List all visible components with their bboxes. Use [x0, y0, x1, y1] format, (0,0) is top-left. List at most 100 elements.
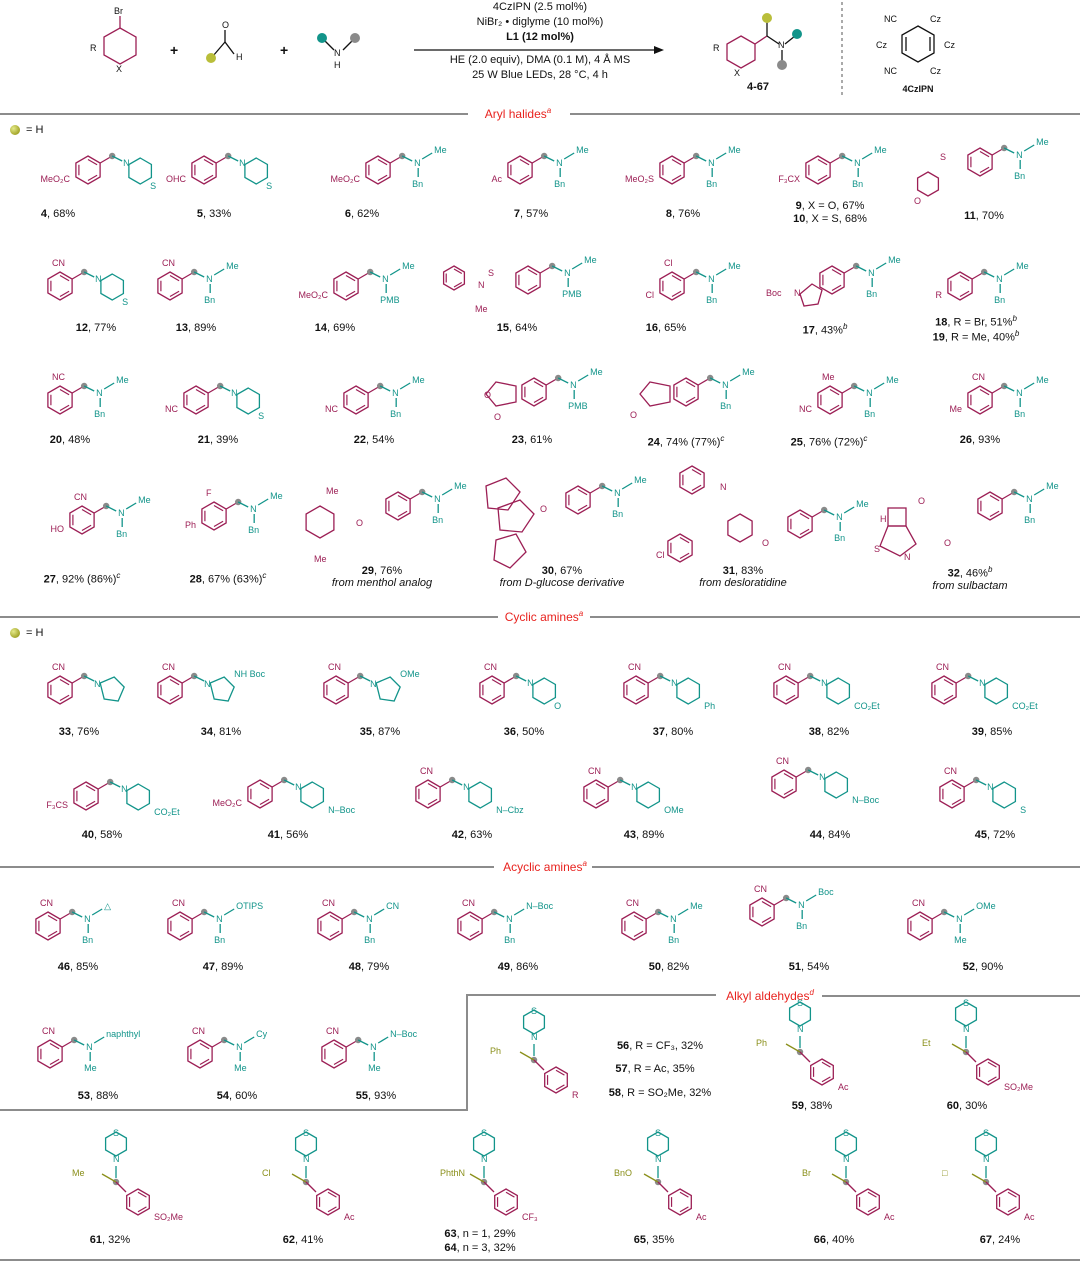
svg-text:Me: Me: [742, 367, 755, 377]
svg-text:N: N: [414, 158, 421, 168]
structure-5: OHC N S: [166, 152, 272, 191]
svg-text:CN: CN: [52, 662, 65, 672]
structure-41: MeO₂C N N–Boc: [213, 776, 356, 815]
svg-text:Me: Me: [454, 481, 467, 491]
compound-label-22: 22, 54%: [353, 434, 395, 446]
compound-label-58: 58, R = SO₂Me, 32%: [608, 1087, 712, 1099]
structure-45: CN N S: [939, 766, 1026, 815]
n-atom: N: [334, 48, 341, 58]
amine-ball-icon: [317, 33, 327, 43]
section-title: Aryl halides: [484, 107, 547, 121]
svg-text:N: N: [204, 679, 211, 689]
svg-text:N: N: [836, 512, 843, 522]
svg-text:Bn: Bn: [720, 401, 731, 411]
svg-text:Bn: Bn: [214, 935, 225, 945]
structure-7: Ac N Me Bn: [491, 145, 588, 189]
svg-text:CN: CN: [420, 766, 433, 776]
condition-photocatalyst: 4CzIPN (2.5 mol%): [492, 1, 588, 13]
svg-text:SO₂Me: SO₂Me: [1004, 1082, 1033, 1092]
svg-text:HO: HO: [51, 524, 65, 534]
svg-text:Cl: Cl: [664, 258, 673, 268]
svg-text:Me: Me: [590, 367, 603, 377]
glucose-rings: O: [485, 477, 547, 569]
structure-12: CN N S: [47, 258, 128, 307]
svg-text:Me: Me: [116, 375, 129, 385]
structure-66: S N Br Ac: [802, 1128, 895, 1222]
svg-text:N: N: [382, 274, 389, 284]
svg-text:Me: Me: [402, 261, 415, 271]
structure-56: S N Ph R: [490, 1006, 579, 1100]
svg-text:NC: NC: [165, 404, 178, 414]
svg-text:N: N: [722, 380, 729, 390]
structure-13: CN N Me Bn: [157, 258, 239, 305]
svg-text:N: N: [720, 482, 727, 492]
phthalide-ring: OO: [484, 381, 517, 422]
product-label: 4-67: [747, 81, 769, 93]
svg-text:N: N: [1026, 494, 1033, 504]
svg-text:N: N: [671, 678, 678, 688]
svg-text:Me: Me: [888, 255, 901, 265]
svg-text:O: O: [918, 496, 925, 506]
svg-text:Bn: Bn: [864, 409, 875, 419]
structure-8: MeO₂S N Me Bn: [625, 145, 741, 189]
section-title: Alkyl aldehydes: [726, 989, 810, 1003]
compound-label-56: 56, R = CF₃, 32%: [616, 1040, 704, 1052]
svg-text:O: O: [484, 390, 491, 400]
svg-text:N: N: [531, 1032, 538, 1042]
structure-14: MeO₂C N Me PMB: [299, 261, 415, 305]
compound-label-40: 40, 58%: [81, 829, 123, 841]
svg-text:Ac: Ac: [884, 1212, 895, 1222]
structure-44: CN N N–Boc: [771, 756, 880, 805]
desloratadine-core: N Cl O: [656, 465, 769, 563]
svg-text:CN: CN: [386, 901, 399, 911]
compound-label-24: 24, 74% (77%)c: [647, 434, 725, 449]
svg-text:Bn: Bn: [668, 935, 679, 945]
compound-label-10: 10, X = S, 68%: [793, 213, 867, 225]
svg-text:N: N: [86, 1042, 93, 1052]
svg-text:OMe: OMe: [664, 805, 684, 815]
svg-text:N: N: [570, 380, 577, 390]
svg-text:Bn: Bn: [706, 295, 717, 305]
svg-text:Me: Me: [954, 935, 967, 945]
svg-text:CN: CN: [484, 662, 497, 672]
boc-indole: Boc N: [766, 283, 823, 307]
svg-text:Bn: Bn: [1014, 171, 1025, 181]
structure-21: NC N S: [165, 382, 264, 421]
svg-text:N: N: [843, 1154, 850, 1164]
svg-text:N: N: [798, 900, 805, 910]
compound-label-34: 34, 81%: [200, 726, 242, 738]
svg-text:N: N: [708, 158, 715, 168]
svg-text:S: S: [113, 1128, 119, 1138]
cz-2: Cz: [876, 40, 887, 50]
alkyl-ball-icon: [10, 125, 20, 135]
h-atom: H: [236, 52, 243, 62]
compound-label-16: 16, 65%: [645, 322, 687, 334]
svg-text:Ph: Ph: [490, 1046, 501, 1056]
svg-text:S: S: [150, 181, 156, 191]
svg-text:S: S: [655, 1128, 661, 1138]
svg-text:S: S: [488, 268, 494, 278]
svg-text:S: S: [1020, 805, 1026, 815]
svg-text:N: N: [231, 388, 238, 398]
svg-text:O: O: [554, 701, 561, 711]
compound-label-44: 44, 84%: [809, 829, 851, 841]
scheme-structures: Br R X + O H + N H: [90, 2, 955, 98]
svg-text:S: S: [874, 544, 880, 554]
compound-label-60: 60, 30%: [946, 1100, 988, 1112]
svg-text:NC: NC: [52, 372, 65, 382]
structure-46: CN N △ Bn: [35, 898, 111, 945]
svg-text:CN: CN: [588, 766, 601, 776]
svg-text:Me: Me: [412, 375, 425, 385]
svg-text:S: S: [303, 1128, 309, 1138]
svg-text:CN: CN: [778, 662, 791, 672]
svg-text:Br: Br: [802, 1168, 811, 1178]
svg-text:CF₃: CF₃: [522, 1212, 538, 1222]
svg-text:S: S: [940, 152, 946, 162]
svg-text:N: N: [655, 1154, 662, 1164]
compound-label-51: 51, 54%: [788, 961, 830, 973]
svg-text:Ac: Ac: [491, 174, 502, 184]
svg-text:Bn: Bn: [866, 289, 877, 299]
svg-text:Bn: Bn: [412, 179, 423, 189]
alkyl-ball-icon: [206, 53, 216, 63]
